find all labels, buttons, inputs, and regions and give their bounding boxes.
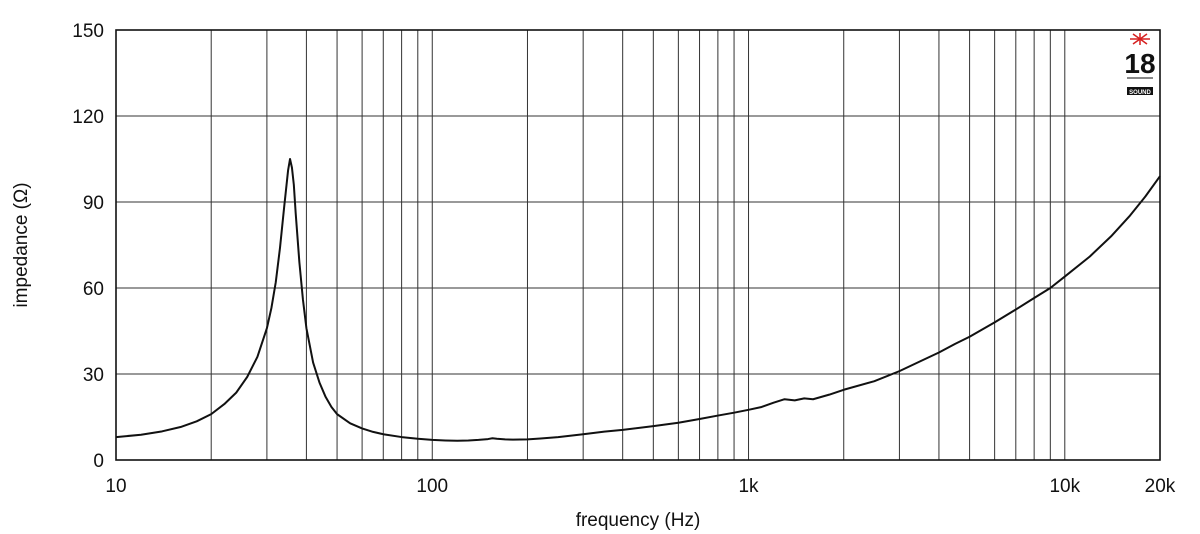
y-tick-label: 90 — [83, 193, 104, 214]
y-tick-label: 60 — [83, 279, 104, 300]
logo-text: SOUND — [1129, 90, 1151, 96]
brand-logo: 18 SOUND — [1124, 33, 1156, 96]
x-axis-label: frequency (Hz) — [576, 510, 701, 531]
x-tick-label: 100 — [416, 476, 448, 497]
y-axis-label: impedance (Ω) — [11, 182, 32, 307]
x-tick-label: 10k — [1049, 476, 1080, 497]
y-tick-label: 30 — [83, 365, 104, 386]
y-tick-label: 0 — [93, 451, 104, 472]
y-tick-label: 120 — [72, 107, 104, 128]
plot-frame — [115, 29, 1161, 461]
impedance-curve — [115, 158, 1161, 442]
y-tick-label: 150 — [72, 21, 104, 42]
logo-number: 18 — [1124, 48, 1155, 79]
x-tick-label: 1k — [738, 476, 759, 497]
star-icon — [1130, 33, 1150, 45]
grid — [115, 29, 1161, 461]
x-tick-labels: 10 100 1k 10k 20k — [105, 476, 1175, 497]
y-tick-labels: 0 30 60 90 120 150 — [72, 21, 104, 472]
x-tick-label: 10 — [105, 476, 126, 497]
x-tick-label: 20k — [1145, 476, 1176, 497]
